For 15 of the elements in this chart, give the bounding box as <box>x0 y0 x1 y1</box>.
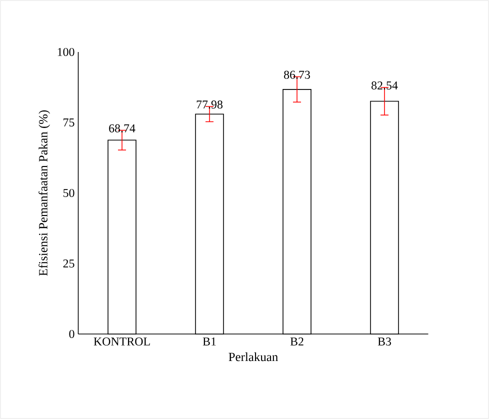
x-tick-label: KONTROL <box>94 338 150 346</box>
x-tick-label: B3 <box>378 338 392 346</box>
y-tick-label: 50 <box>63 188 74 198</box>
data-label: 68.74 <box>109 124 136 132</box>
x-axis-title: Perlakuan <box>228 352 278 362</box>
data-label: 86.73 <box>284 70 310 79</box>
x-tick-label: B1 <box>202 338 216 346</box>
data-label: 82.54 <box>372 81 398 90</box>
data-label: 77.98 <box>196 100 222 109</box>
x-tick-label: B2 <box>290 338 304 346</box>
y-axis-title: Efisiensi Pemanfaatan Pakan (%) <box>38 110 50 276</box>
y-tick-label: 75 <box>64 118 74 126</box>
y-tick-label: 0 <box>69 330 74 338</box>
y-tick-label: 25 <box>63 259 74 268</box>
y-tick-label: 100 <box>58 48 74 56</box>
